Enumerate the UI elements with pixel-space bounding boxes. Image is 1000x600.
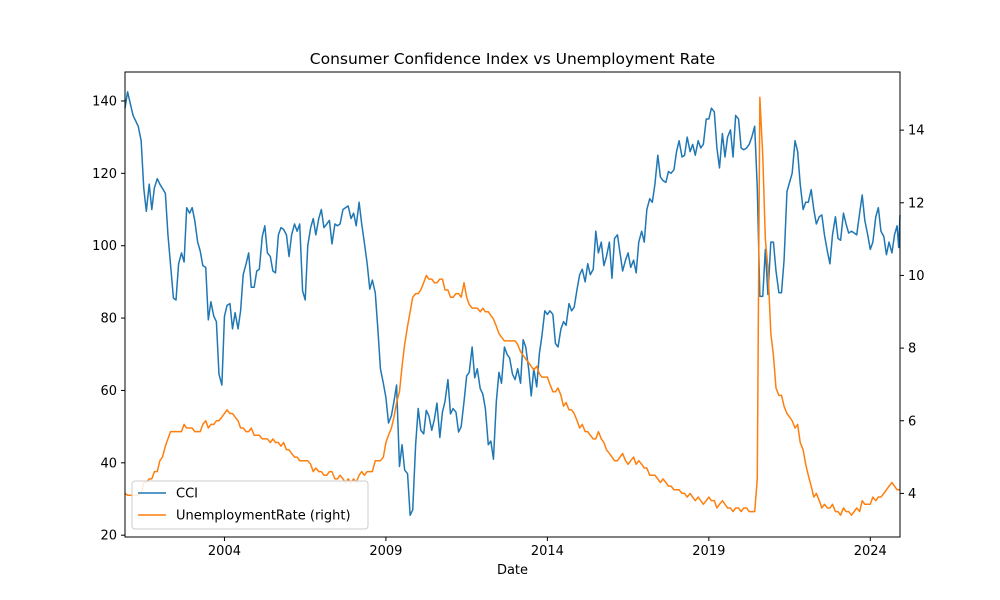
legend: CCI UnemploymentRate (right) [131,480,369,530]
legend-box [131,480,369,530]
y-left-tick-label: 40 [100,456,117,471]
x-tick-label: 2014 [531,544,564,559]
series-line-cci [124,91,901,517]
y-left-tick-label: 80 [100,312,117,327]
x-axis-label: Date [497,563,528,578]
y-left-tick-label: 20 [100,529,117,544]
x-tick-label: 2024 [854,544,887,559]
series-line-unemployment [124,96,900,516]
y-left-tick-label: 60 [100,384,117,399]
x-tick-label: 2009 [369,544,402,559]
axes: 2004 2009 2014 2019 2024 20 40 60 80 100 120 140 4 6 8… [92,71,925,559]
legend-label: UnemploymentRate (right) [176,509,351,524]
x-tick-label: 2004 [208,544,241,559]
axes-frame [124,71,901,538]
y-right-tick-label: 4 [908,487,916,502]
y-left-tick-label: 100 [92,239,117,254]
y-right-tick-label: 10 [908,269,925,284]
chart-title: Consumer Confidence Index vs Unemploymen… [310,50,715,68]
y-right-tick-label: 14 [908,124,925,139]
plot-area [124,91,901,517]
x-tick-label: 2019 [692,544,725,559]
y-right-tick-label: 8 [908,342,916,357]
y-left-tick-label: 120 [92,167,117,182]
y-left-tick-label: 140 [92,94,117,109]
y-right-tick-label: 6 [908,414,916,429]
y-right-tick-label: 12 [908,196,925,211]
legend-label: CCI [176,487,198,502]
